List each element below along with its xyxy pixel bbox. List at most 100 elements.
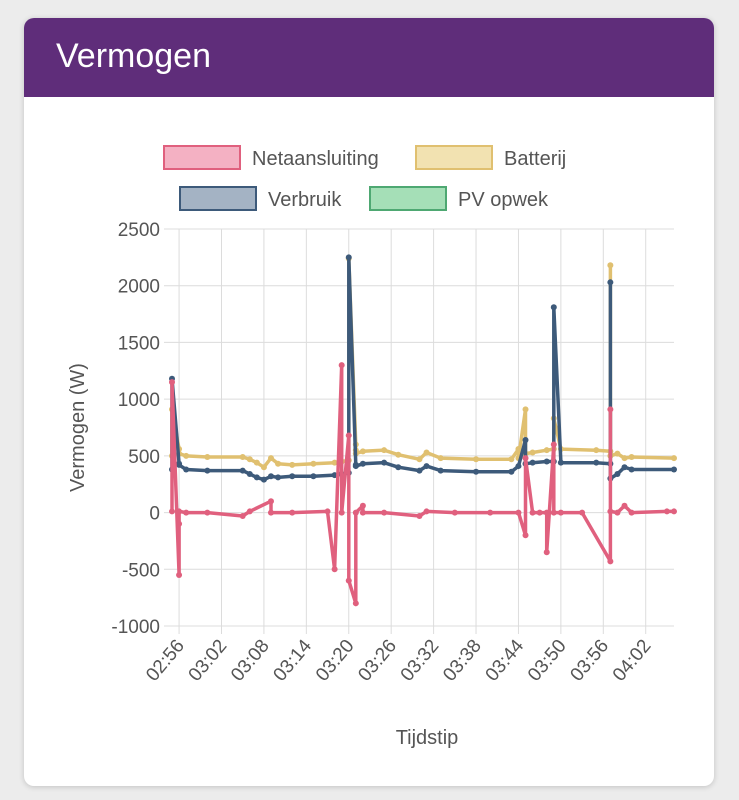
x-tick-label: 03:20 (312, 636, 359, 686)
data-point (593, 447, 600, 454)
x-tick-label: 03:56 (566, 636, 613, 686)
power-card: Vermogen 2500 2000 1500 1000 500 0 -500 -1000 02… (24, 18, 714, 786)
y-tick-label: -1000 (111, 617, 160, 638)
data-point (275, 460, 282, 467)
data-point (204, 467, 211, 474)
y-tick-label: -500 (122, 560, 160, 581)
data-point (593, 459, 600, 466)
data-point (267, 455, 274, 462)
data-point (324, 508, 331, 515)
data-point (522, 406, 529, 413)
legend-swatch-batterij (415, 145, 493, 170)
data-point (352, 463, 359, 470)
grid (164, 228, 674, 634)
data-point (621, 502, 628, 509)
data-point (416, 512, 423, 519)
data-point (473, 468, 480, 475)
x-tick-label: 03:02 (185, 636, 232, 686)
data-point (515, 463, 522, 470)
data-point (451, 509, 458, 516)
data-point (607, 508, 614, 515)
data-point (607, 406, 614, 413)
data-point (331, 566, 338, 573)
legend-swatch-verbruik (179, 186, 257, 211)
data-point (550, 441, 557, 448)
data-point (260, 476, 267, 483)
x-axis-label: Tijdstip (396, 727, 459, 749)
data-point (176, 508, 183, 515)
data-point (628, 466, 635, 473)
data-point (275, 474, 282, 481)
data-point (529, 459, 536, 466)
data-point (381, 509, 388, 516)
data-point (395, 451, 402, 458)
data-point (176, 520, 183, 527)
y-tick-label: 2500 (118, 220, 160, 241)
data-point (183, 452, 190, 459)
data-point (628, 509, 635, 516)
legend-swatch-netaansluiting (163, 145, 241, 170)
data-point (543, 458, 550, 465)
data-point (381, 447, 388, 454)
data-point (663, 508, 670, 515)
legend-label-verbruik: Verbruik (268, 189, 342, 211)
data-point (204, 509, 211, 516)
data-point (239, 512, 246, 519)
x-tick-label: 03:44 (482, 635, 529, 685)
data-point (543, 447, 550, 454)
data-point (338, 362, 345, 369)
data-point (522, 455, 529, 462)
data-point (550, 509, 557, 516)
data-point (359, 509, 366, 516)
data-point (508, 456, 515, 463)
data-point (395, 464, 402, 471)
series-netaansluiting (169, 362, 677, 607)
data-point (621, 464, 628, 471)
series-line-netaansluiting (170, 363, 674, 606)
legend-label-pv-opwek: PV opwek (458, 189, 549, 211)
data-point (359, 502, 366, 509)
data-point (473, 456, 480, 463)
data-point (437, 467, 444, 474)
data-point (515, 509, 522, 516)
data-point (267, 498, 274, 505)
data-point (310, 473, 317, 480)
data-point (543, 549, 550, 556)
data-point (176, 571, 183, 578)
data-point (529, 509, 536, 516)
data-point (253, 474, 260, 481)
data-point (267, 473, 274, 480)
data-point (169, 508, 175, 515)
y-axis-label: Vermogen (W) (67, 363, 89, 492)
data-point (260, 464, 267, 471)
data-point (487, 509, 494, 516)
data-point (253, 459, 260, 466)
data-point (381, 459, 388, 466)
data-point (628, 453, 635, 460)
data-point (614, 450, 621, 457)
data-point (289, 473, 296, 480)
data-point (183, 509, 190, 516)
data-point (536, 509, 543, 516)
data-point (289, 509, 296, 516)
data-point (331, 459, 338, 466)
x-tick-label: 03:26 (354, 636, 401, 686)
data-point (557, 459, 564, 466)
y-tick-label: 0 (149, 504, 160, 525)
data-point (557, 509, 564, 516)
data-point (508, 468, 515, 475)
data-point (423, 463, 430, 470)
series-verbruik (169, 254, 677, 483)
data-point (359, 460, 366, 467)
data-point (345, 254, 352, 261)
legend-label-netaansluiting: Netaansluiting (252, 148, 379, 170)
x-tick-label: 03:14 (270, 635, 317, 685)
data-point (522, 532, 529, 539)
data-point (176, 461, 183, 468)
legend-label-batterij: Batterij (504, 148, 566, 170)
data-point (423, 449, 430, 456)
y-tick-label: 1500 (118, 333, 160, 354)
y-tick-label: 2000 (118, 277, 160, 298)
data-point (579, 509, 586, 516)
data-point (359, 448, 366, 455)
